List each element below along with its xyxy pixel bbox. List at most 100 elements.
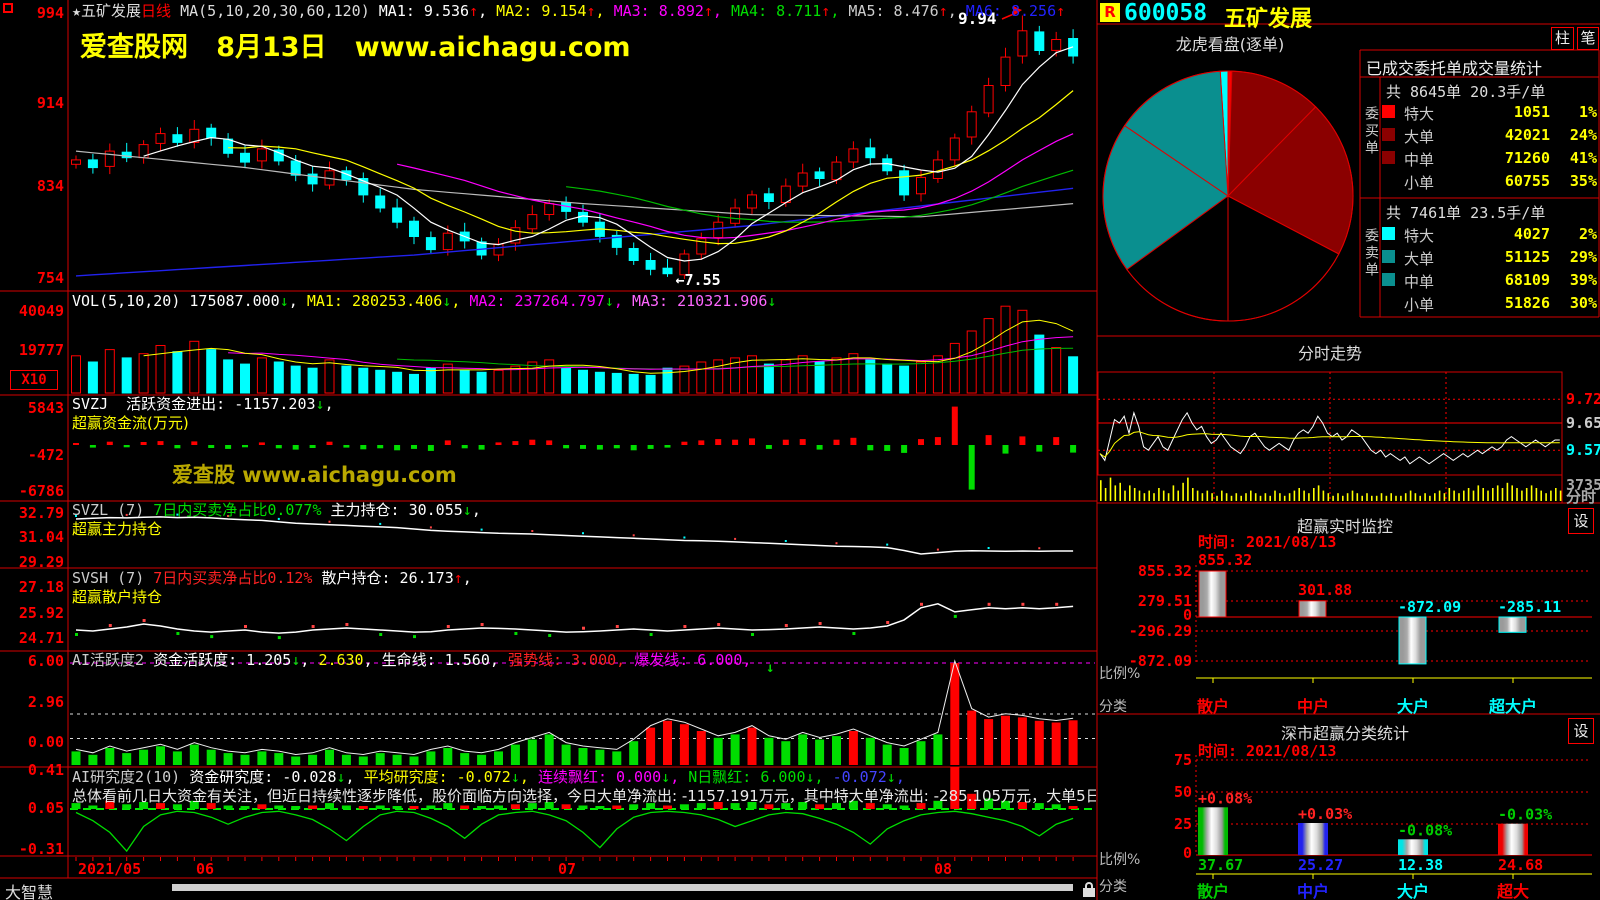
chart-label: 0 <box>1183 606 1192 624</box>
order-volume-value: 68109 <box>1504 271 1550 289</box>
shenshi-bar <box>1398 839 1428 855</box>
volume-header-segment: ↓ <box>767 292 777 310</box>
order-type-label: 小单 <box>1404 296 1435 314</box>
chart-label: 9.94 <box>958 9 997 28</box>
order-stat-row: 大单 42021 24% <box>1360 124 1600 146</box>
volume-header-segment: MA1: 280253.406 <box>306 292 443 310</box>
kline-title-segment: MA3: 8.892 <box>613 2 704 20</box>
horizontal-scrollbar[interactable] <box>172 884 1073 891</box>
monitor-bar <box>1298 600 1327 618</box>
svzl-indicator-name: 超赢主力持仓 <box>72 520 163 538</box>
order-volume-pct: 41% <box>1569 149 1597 167</box>
shenshi-y-label: 比例% <box>1099 852 1141 868</box>
kline-title-segment: , <box>478 2 497 20</box>
corner-marker-icon <box>3 3 13 13</box>
ai-research-bars <box>71 766 1078 809</box>
monitor-date: 时间: 2021/08/13 <box>1198 533 1337 551</box>
order-stat-row: 特大 1051 1% <box>1360 101 1600 123</box>
chart-label: 中户 <box>1297 697 1329 716</box>
svzj-header: SVZJ 活跃资金进出: -1157.203↓, <box>72 396 334 412</box>
svzj-header-segment: , <box>324 395 334 413</box>
svzl-header: SVZL (7) 7日内买卖净占比0.077% 主力持仓: 30.055↓, <box>72 502 481 518</box>
shenshi-date: 时间: 2021/08/13 <box>1198 742 1337 760</box>
order-volume-value: 60755 <box>1504 172 1550 190</box>
ai-activity-segment: , <box>363 651 382 669</box>
chart-label: 大户 <box>1397 697 1429 716</box>
ai-research-segment: 平均研究度: -0.072 <box>363 768 511 786</box>
order-stat-row: 大单 51125 29% <box>1360 246 1600 268</box>
chart-label: -872.09 <box>1398 598 1461 616</box>
ai-activity-segment: 爆发线: 6.000, <box>634 651 752 669</box>
chart-label: -6786 <box>19 482 64 500</box>
kline-title-segment: ↑ <box>1056 2 1066 20</box>
chart-label: 07 <box>558 860 576 878</box>
volume-header: VOL(5,10,20) 175087.000↓, MA1: 280253.40… <box>72 293 776 309</box>
kline-title-segment: MA4: 8.711 <box>730 2 822 20</box>
watermark-top: 爱查股网 8月13日 www.aichagu.com <box>80 32 631 63</box>
kline-title-segment: ↑ <box>821 2 831 20</box>
chart-label: -472 <box>28 446 64 464</box>
monitor-y-label: 比例% <box>1099 666 1141 682</box>
kline-title-segment: ★五矿发展 <box>72 2 142 20</box>
svsh-header-segment: ↑ <box>453 569 463 587</box>
order-type-label: 大单 <box>1404 128 1435 146</box>
chart-label: 0.00 <box>28 733 64 751</box>
kline-title-segment: MA5: 8.476 <box>848 2 939 20</box>
order-type-label: 小单 <box>1404 174 1435 192</box>
order-type-label: 中单 <box>1404 273 1435 291</box>
order-volume-pct: 2% <box>1578 225 1597 243</box>
volume-header-segment: ↓ <box>279 292 289 310</box>
sell-side-label: 委卖单 <box>1363 228 1379 279</box>
pen-mode-button[interactable]: 笔 <box>1577 27 1599 50</box>
svzl-header-segment: 主力持仓: 30.055 <box>321 501 463 519</box>
order-type-swatch <box>1382 250 1395 263</box>
chart-label: 2021/05 <box>78 860 141 878</box>
order-volume-value: 42021 <box>1504 126 1550 144</box>
order-type-label: 大单 <box>1404 250 1435 268</box>
chart-label: 分时 <box>1566 488 1596 506</box>
chart-label: 9.72 <box>1566 390 1600 408</box>
kline-title-segment: ↑ <box>938 2 948 20</box>
chart-label: 9.65 <box>1566 414 1600 432</box>
ai-activity-segment: 强势线: 3.000, <box>507 651 635 669</box>
chart-label: 40049 <box>19 302 64 320</box>
chart-label: 301.88 <box>1298 581 1352 599</box>
shenshi-bar <box>1198 807 1228 855</box>
monitor-panel-title: 超赢实时监控 <box>1296 517 1393 536</box>
ai-activity-segment: ↓ <box>291 651 301 669</box>
chart-label: 中户 <box>1297 882 1329 900</box>
monitor-bar <box>1198 570 1227 618</box>
shenshi-settings-button[interactable]: 设 <box>1568 718 1594 744</box>
chart-label: 19777 <box>19 341 64 359</box>
chart-label: 37.67 <box>1198 856 1243 874</box>
ai-activity-segment: 资金活跃度: 1.205 <box>153 651 292 669</box>
ai-research-segment: ↓ <box>805 768 815 786</box>
longhu-panel-title: 龙虎看盘(逐单) <box>1175 35 1285 54</box>
shenshi-bar <box>1298 823 1328 855</box>
chart-label: 24.68 <box>1498 856 1543 874</box>
order-volume-pct: 39% <box>1569 271 1597 289</box>
chart-label: -0.03% <box>1498 806 1552 824</box>
column-mode-button[interactable]: 柱 <box>1551 27 1574 50</box>
svsh-indicator-name: 超赢散户持仓 <box>72 588 163 606</box>
permission-badge: R <box>1100 3 1120 22</box>
chart-label: -285.11 <box>1498 598 1561 616</box>
chart-label: 超大 <box>1496 882 1529 900</box>
volume-header-segment: , <box>288 292 307 310</box>
ai-research-segment: ↓ <box>886 768 896 786</box>
chart-label: 9.57 <box>1566 441 1600 459</box>
monitor-settings-button[interactable]: 设 <box>1568 508 1594 534</box>
volume-header-segment: , <box>613 292 632 310</box>
ai-research-segment: , <box>519 768 538 786</box>
kline-title-segment: MA2: 9.154 <box>496 2 587 20</box>
order-volume-pct: 29% <box>1569 248 1597 266</box>
order-type-label: 中单 <box>1404 151 1435 169</box>
ai-activity-segment: 生命线: 1.560, <box>381 651 508 669</box>
chart-label: 855.32 <box>1138 562 1192 580</box>
volume-header-segment: VOL(5,10,20) 175087.000 <box>72 292 280 310</box>
order-stat-row: 小单 51826 30% <box>1360 292 1600 314</box>
app-brand: 大智慧 <box>5 883 54 900</box>
order-volume-value: 1051 <box>1513 103 1550 121</box>
chart-label: 0.41 <box>28 761 64 779</box>
